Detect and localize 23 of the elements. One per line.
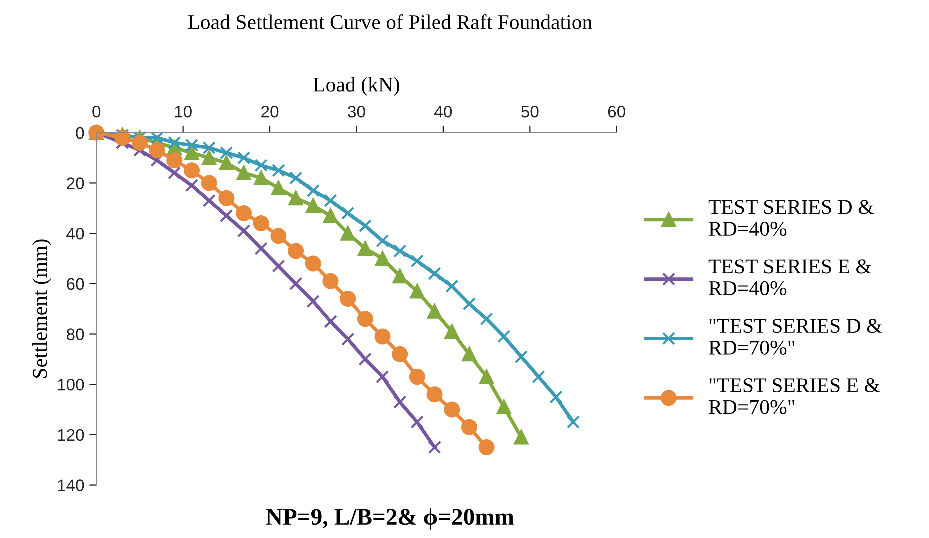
text: NP=9, L/B=2& ϕ=20mm xyxy=(266,508,514,530)
x-tick-label: 30 xyxy=(348,106,366,118)
y-tick-label: 80 xyxy=(67,328,84,340)
y-tick-label: 60 xyxy=(67,278,84,290)
x-tick-label: 10 xyxy=(175,106,192,118)
x-tick-label: 0 xyxy=(92,106,101,118)
x-tick-label: 20 xyxy=(262,106,279,118)
y-tick-label: 40 xyxy=(66,228,84,240)
legend-label: TEST SERIES D & RD=40% xyxy=(708,200,874,236)
legend-label: "TEST SERIES E & RD=70%" xyxy=(709,378,880,414)
y-tick-label: 140 xyxy=(58,480,84,492)
x-tick-label: 60 xyxy=(608,106,626,118)
chart-title: Load Settlement Curve of Piled Raft Foundation xyxy=(188,14,592,30)
y-tick-label: 100 xyxy=(58,378,84,391)
legend-label: "TEST SERIES D & RD=70%" xyxy=(709,319,882,355)
y-tick-label: 120 xyxy=(58,429,84,442)
x-axis-title: Load (kN) xyxy=(314,77,400,96)
x-tick-label: 50 xyxy=(522,106,539,118)
legend-label: TEST SERIES E & RD=40% xyxy=(708,260,872,296)
y-axis-title: Settlement (mm) xyxy=(32,240,52,378)
x-tick-label: 40 xyxy=(434,106,452,118)
y-tick-label: 20 xyxy=(67,178,84,190)
y-tick-label: 0 xyxy=(76,127,84,140)
